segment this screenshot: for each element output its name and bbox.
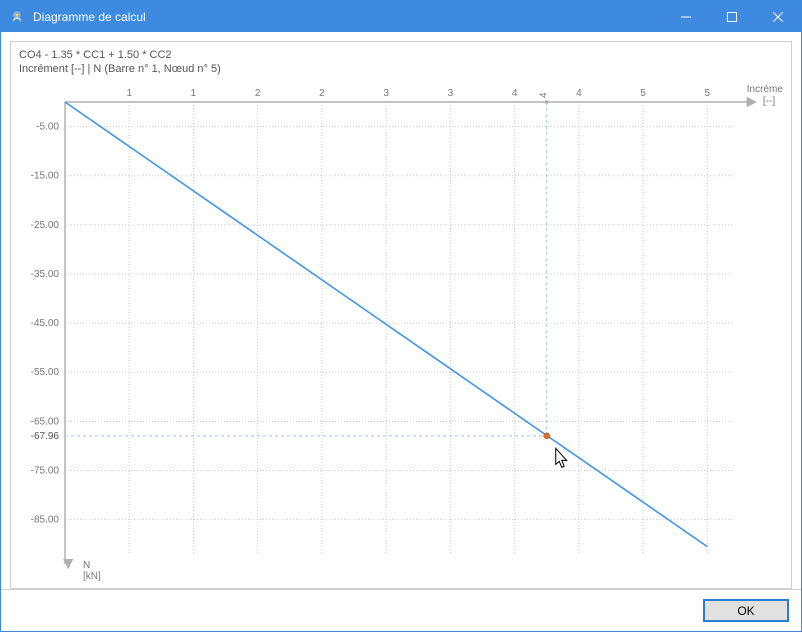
svg-text:-5.00: -5.00 (36, 122, 59, 133)
svg-text:[--]: [--] (763, 96, 775, 107)
svg-text:1: 1 (191, 88, 197, 99)
chart-plot-area: -5.00 -15.00 -25.00 -35.00 -45.00 -55.00 -65.0… (19, 78, 783, 584)
svg-text:3: 3 (383, 88, 389, 99)
svg-text:-35.00: -35.00 (31, 269, 60, 280)
close-button[interactable] (755, 1, 801, 32)
dialog-button-bar: OK (1, 589, 801, 631)
svg-text:-25.00: -25.00 (31, 220, 60, 231)
ok-button[interactable]: OK (703, 599, 789, 622)
cursor-icon (556, 448, 567, 467)
app-window: Diagramme de calcul CO4 - 1.35 * CC1 + 1… (0, 0, 802, 632)
svg-text:[kN]: [kN] (83, 571, 101, 582)
window-buttons (663, 1, 801, 32)
svg-text:-75.00: -75.00 (31, 465, 60, 476)
svg-text:Incrément: Incrément (747, 84, 783, 95)
svg-text:5: 5 (705, 88, 711, 99)
svg-text:-85.00: -85.00 (31, 515, 60, 526)
svg-text:2: 2 (255, 88, 261, 99)
titlebar: Diagramme de calcul (1, 1, 801, 32)
svg-text:2: 2 (319, 88, 325, 99)
svg-text:-55.00: -55.00 (31, 367, 60, 378)
window-title: Diagramme de calcul (33, 10, 663, 24)
svg-text:N: N (83, 560, 90, 571)
svg-text:-15.00: -15.00 (31, 171, 60, 182)
svg-text:4: 4 (539, 92, 550, 98)
svg-text:5: 5 (640, 88, 646, 99)
minimize-button[interactable] (663, 1, 709, 32)
svg-text:-65.00: -65.00 (31, 416, 60, 427)
svg-text:-45.00: -45.00 (31, 318, 60, 329)
maximize-button[interactable] (709, 1, 755, 32)
svg-text:1: 1 (126, 88, 132, 99)
svg-text:4: 4 (576, 88, 582, 99)
ok-button-label: OK (737, 604, 754, 618)
chart-svg: -5.00 -15.00 -25.00 -35.00 -45.00 -55.00 -65.0… (19, 78, 783, 584)
svg-text:-67.96: -67.96 (31, 431, 60, 442)
app-icon (9, 9, 25, 25)
client-area: CO4 - 1.35 * CC1 + 1.50 * CC2 Incrément … (1, 32, 801, 631)
svg-text:3: 3 (448, 88, 454, 99)
chart-title-line2: Incrément [--] | N (Barre n° 1, Nœud n° … (19, 62, 783, 76)
chart-panel: CO4 - 1.35 * CC1 + 1.50 * CC2 Incrément … (10, 41, 792, 589)
chart-title-line1: CO4 - 1.35 * CC1 + 1.50 * CC2 (19, 48, 783, 62)
svg-text:4: 4 (512, 88, 518, 99)
